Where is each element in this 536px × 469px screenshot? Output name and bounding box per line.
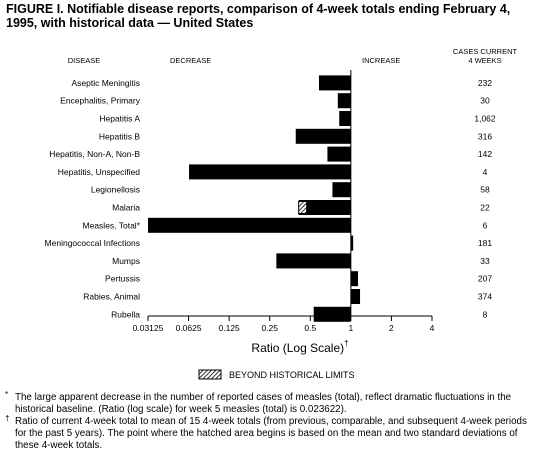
x-tick-label: 0.0625 <box>176 323 202 333</box>
case-count: 142 <box>478 149 492 159</box>
category-label: Hepatitis, Non-A, Non-B <box>49 149 140 159</box>
bar <box>350 235 354 251</box>
footnote-ratio: † Ratio of current 4-week total to mean o… <box>5 414 533 452</box>
footnote-mark: * <box>5 390 9 399</box>
category-label: Legionellosis <box>91 185 140 195</box>
case-count: 232 <box>478 78 492 88</box>
x-tick-label: 0.5 <box>304 323 316 333</box>
category-label: Encephalitis, Primary <box>60 96 141 106</box>
category-label: Measles, Total* <box>83 220 141 230</box>
bar <box>332 182 351 198</box>
category-label: Malaria <box>112 203 140 213</box>
bar <box>295 128 351 144</box>
footnote-measles: * The large apparent decrease in the numb… <box>5 390 533 416</box>
case-count: 1,062 <box>474 114 496 124</box>
case-count: 8 <box>483 309 488 319</box>
footnotes: * The large apparent decrease in the numb… <box>5 390 533 452</box>
category-label: Hepatitis B <box>99 131 140 141</box>
x-tick-label: 0.03125 <box>133 323 164 333</box>
bar <box>276 253 351 269</box>
case-count: 6 <box>483 220 488 230</box>
category-label: Hepatitis, Unspecified <box>58 167 140 177</box>
x-tick-label: 2 <box>389 323 394 333</box>
bar <box>350 271 359 287</box>
case-count: 207 <box>478 274 492 284</box>
case-count: 58 <box>480 185 490 195</box>
category-label: Hepatitis A <box>99 114 140 124</box>
bar <box>339 111 351 126</box>
chart-rows: Aseptic Meningitis 232 Encephalitis, Prima… <box>45 70 496 322</box>
category-label: Aseptic Meningitis <box>71 78 140 88</box>
bar <box>298 200 351 215</box>
increase-header: INCREASE <box>362 56 400 65</box>
bar <box>318 75 351 91</box>
case-count: 4 <box>483 167 488 177</box>
legend-hatch-swatch <box>198 369 222 380</box>
bar <box>337 93 351 109</box>
case-count: 374 <box>478 292 492 302</box>
case-count: 181 <box>478 238 492 248</box>
cases-header-line2: 4 WEEKS <box>468 56 501 65</box>
decrease-header: DECREASE <box>170 56 211 65</box>
case-count: 316 <box>478 131 492 141</box>
bar-hatched-segment <box>298 201 308 214</box>
footnote-mark: † <box>5 414 10 423</box>
footnote-text: The large apparent decrease in the numbe… <box>15 392 512 415</box>
x-tick-label: 0.125 <box>219 323 241 333</box>
category-label: Rabies, Animal <box>83 292 140 302</box>
category-label: Meningococcal Infections <box>45 238 140 248</box>
disease-column-header: DISEASE <box>68 56 101 65</box>
bar <box>350 289 361 304</box>
category-label: Pertussis <box>105 274 140 284</box>
x-axis-ticks: 0.03125 0.0625 0.125 0.25 0.5 1 2 4 <box>133 316 435 333</box>
footnote-text: Ratio of current 4-week total to mean of… <box>15 416 527 451</box>
chart: DISEASE DECREASE INCREASE CASES CURRENT … <box>45 47 518 380</box>
case-count: 22 <box>480 203 490 213</box>
case-count: 30 <box>480 96 490 106</box>
category-label: Rubella <box>111 309 140 319</box>
bar <box>327 146 351 162</box>
x-tick-label: 0.25 <box>261 323 278 333</box>
category-label: Mumps <box>112 256 140 266</box>
figure-title: FIGURE I. Notifiable disease reports, co… <box>6 2 511 30</box>
bar <box>313 306 351 322</box>
case-count: 33 <box>480 256 490 266</box>
x-axis-label-mark: † <box>344 339 348 348</box>
cases-header-line1: CASES CURRENT <box>453 47 518 56</box>
x-tick-label: 4 <box>430 323 435 333</box>
legend-label: BEYOND HISTORICAL LIMITS <box>229 370 355 380</box>
bar <box>148 217 351 233</box>
x-axis-label: Ratio (Log Scale)† <box>251 339 348 355</box>
x-axis-label-text: Ratio (Log Scale) <box>251 341 344 355</box>
x-tick-label: 1 <box>348 323 353 333</box>
bar <box>189 164 351 180</box>
